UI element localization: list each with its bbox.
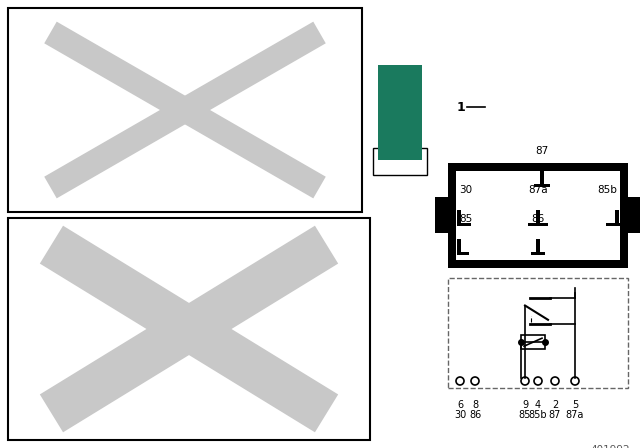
Text: 1: 1 — [456, 100, 465, 113]
Text: 86: 86 — [469, 410, 481, 420]
Bar — [531, 252, 545, 254]
Text: 86: 86 — [531, 214, 545, 224]
Text: 87: 87 — [549, 410, 561, 420]
Bar — [628, 197, 640, 233]
Bar — [521, 335, 545, 349]
Text: 9: 9 — [522, 400, 528, 410]
Text: 401992: 401992 — [590, 445, 630, 448]
Bar — [8, 218, 370, 440]
Bar — [457, 210, 461, 223]
Bar — [536, 210, 540, 223]
Bar — [8, 8, 362, 212]
Bar — [456, 171, 620, 260]
Text: 4: 4 — [535, 400, 541, 410]
Bar — [448, 163, 628, 268]
Text: 30: 30 — [459, 185, 472, 195]
Text: 5: 5 — [572, 400, 578, 410]
Bar — [615, 210, 619, 223]
Text: 87a: 87a — [566, 410, 584, 420]
Bar — [540, 171, 543, 184]
Text: 85b: 85b — [529, 410, 547, 420]
Bar — [378, 65, 422, 160]
Bar — [606, 223, 620, 226]
Bar — [536, 239, 540, 252]
Bar — [457, 223, 471, 226]
Bar — [457, 239, 461, 252]
Bar — [534, 184, 550, 187]
Bar — [373, 148, 427, 175]
Text: 2: 2 — [552, 400, 558, 410]
Text: 85: 85 — [459, 214, 472, 224]
Text: 85b: 85b — [597, 185, 617, 195]
Text: 87a: 87a — [528, 185, 548, 195]
Text: 87: 87 — [535, 146, 548, 156]
Text: 8: 8 — [472, 400, 478, 410]
Bar — [448, 278, 628, 388]
Text: 85: 85 — [519, 410, 531, 420]
Bar — [457, 252, 469, 254]
Bar — [528, 223, 548, 226]
Bar — [435, 197, 448, 233]
Text: 6: 6 — [457, 400, 463, 410]
Text: 30: 30 — [454, 410, 466, 420]
